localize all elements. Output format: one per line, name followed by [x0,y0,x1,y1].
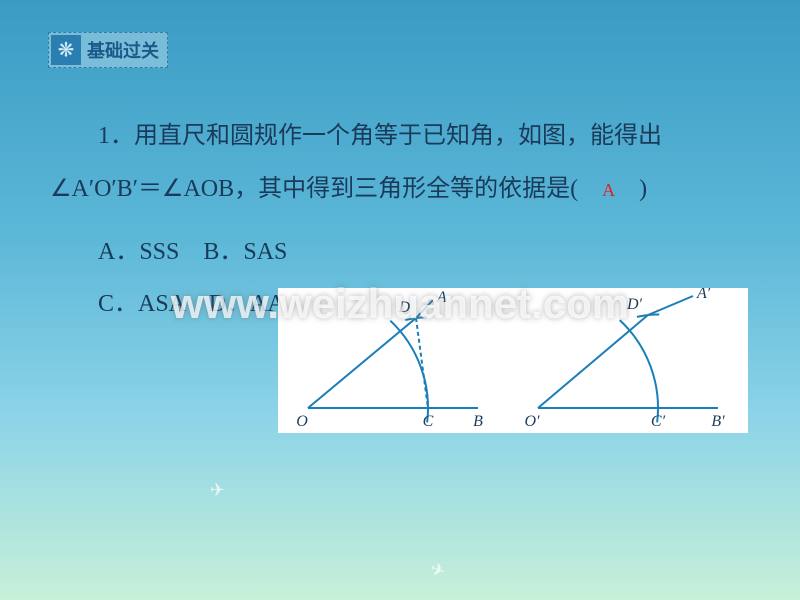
question-line2: ∠A′O′B′＝∠AOB，其中得到三角形全等的依据是( A ) [50,163,750,216]
svg-text:A: A [436,289,447,306]
svg-text:B′: B′ [711,413,725,430]
figure-svg: O C B D A O′ C′ B′ D′ A′ [278,288,748,433]
svg-text:C′: C′ [651,413,666,430]
svg-text:C: C [423,413,434,430]
question-line1: 1．用直尺和圆规作一个角等于已知角，如图，能得出 [98,123,662,149]
svg-text:A′: A′ [696,288,711,302]
question-line2-post: ) [615,176,647,202]
geometry-figure: O C B D A O′ C′ B′ D′ A′ [278,288,748,433]
question-line2-pre: ∠A′O′B′＝∠AOB，其中得到三角形全等的依据是( [50,176,602,202]
svg-text:O: O [296,413,308,430]
svg-text:O′: O′ [524,413,540,430]
answer-letter: A [602,180,615,200]
paper-plane-icon: ✈ [427,558,448,583]
svg-text:B: B [473,413,483,430]
fan-icon [51,35,81,65]
paper-plane-icon: ✈ [210,480,225,501]
svg-text:D: D [397,299,410,316]
svg-text:D′: D′ [626,296,643,313]
options-row-1: A．SSS B．SAS [50,226,750,279]
section-header: 基础过关 [48,32,168,68]
question-text: 1．用直尺和圆规作一个角等于已知角，如图，能得出 [50,110,750,163]
header-title: 基础过关 [87,37,159,63]
